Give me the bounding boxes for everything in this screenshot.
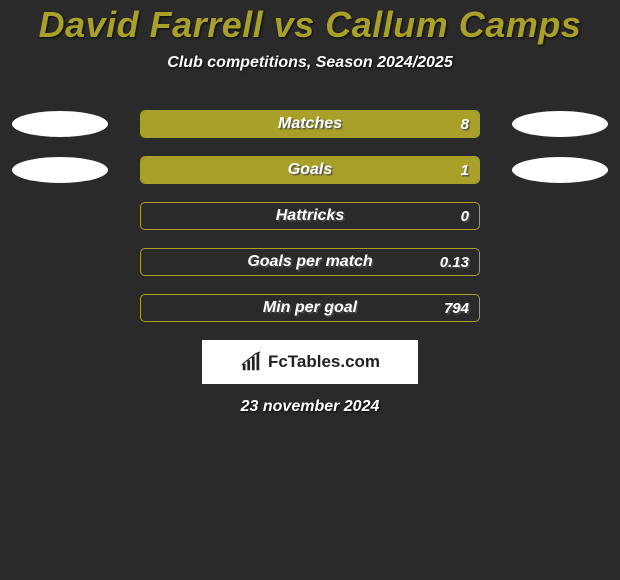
stat-value: 8 bbox=[461, 111, 469, 137]
stat-label: Goals bbox=[141, 157, 479, 183]
brand-text: FcTables.com bbox=[268, 352, 380, 372]
stat-row: Min per goal794 bbox=[0, 294, 620, 322]
stat-bar: Goals1 bbox=[140, 156, 480, 184]
stats-container: Matches8Goals1Hattricks0Goals per match0… bbox=[0, 110, 620, 322]
subtitle: Club competitions, Season 2024/2025 bbox=[0, 54, 620, 72]
date-text: 23 november 2024 bbox=[0, 398, 620, 416]
stat-row: Goals1 bbox=[0, 156, 620, 184]
stat-value: 0 bbox=[461, 203, 469, 229]
stat-bar: Matches8 bbox=[140, 110, 480, 138]
brand-chart-icon bbox=[240, 351, 262, 373]
stat-row: Matches8 bbox=[0, 110, 620, 138]
stat-label: Min per goal bbox=[141, 295, 479, 321]
left-player-marker bbox=[12, 111, 108, 137]
stat-bar: Goals per match0.13 bbox=[140, 248, 480, 276]
left-player-marker bbox=[12, 157, 108, 183]
page-title: David Farrell vs Callum Camps bbox=[39, 4, 582, 46]
right-player-marker bbox=[512, 111, 608, 137]
stat-row: Goals per match0.13 bbox=[0, 248, 620, 276]
brand-badge: FcTables.com bbox=[202, 340, 418, 384]
stat-bar: Min per goal794 bbox=[140, 294, 480, 322]
stat-label: Goals per match bbox=[141, 249, 479, 275]
stat-bar: Hattricks0 bbox=[140, 202, 480, 230]
stat-value: 1 bbox=[461, 157, 469, 183]
right-player-marker bbox=[512, 157, 608, 183]
stat-value: 0.13 bbox=[440, 249, 469, 275]
stat-row: Hattricks0 bbox=[0, 202, 620, 230]
stat-label: Hattricks bbox=[141, 203, 479, 229]
stat-label: Matches bbox=[141, 111, 479, 137]
stat-value: 794 bbox=[444, 295, 469, 321]
